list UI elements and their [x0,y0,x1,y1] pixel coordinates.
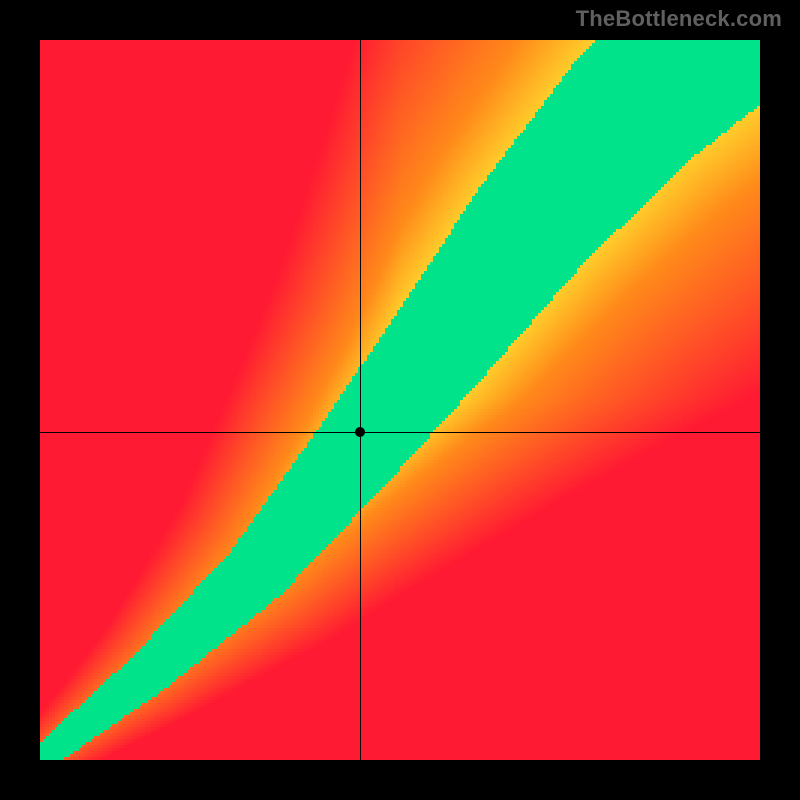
chart-container: TheBottleneck.com [0,0,800,800]
heatmap-plot [40,40,760,760]
bottleneck-heatmap [40,40,760,760]
watermark-label: TheBottleneck.com [576,6,782,32]
